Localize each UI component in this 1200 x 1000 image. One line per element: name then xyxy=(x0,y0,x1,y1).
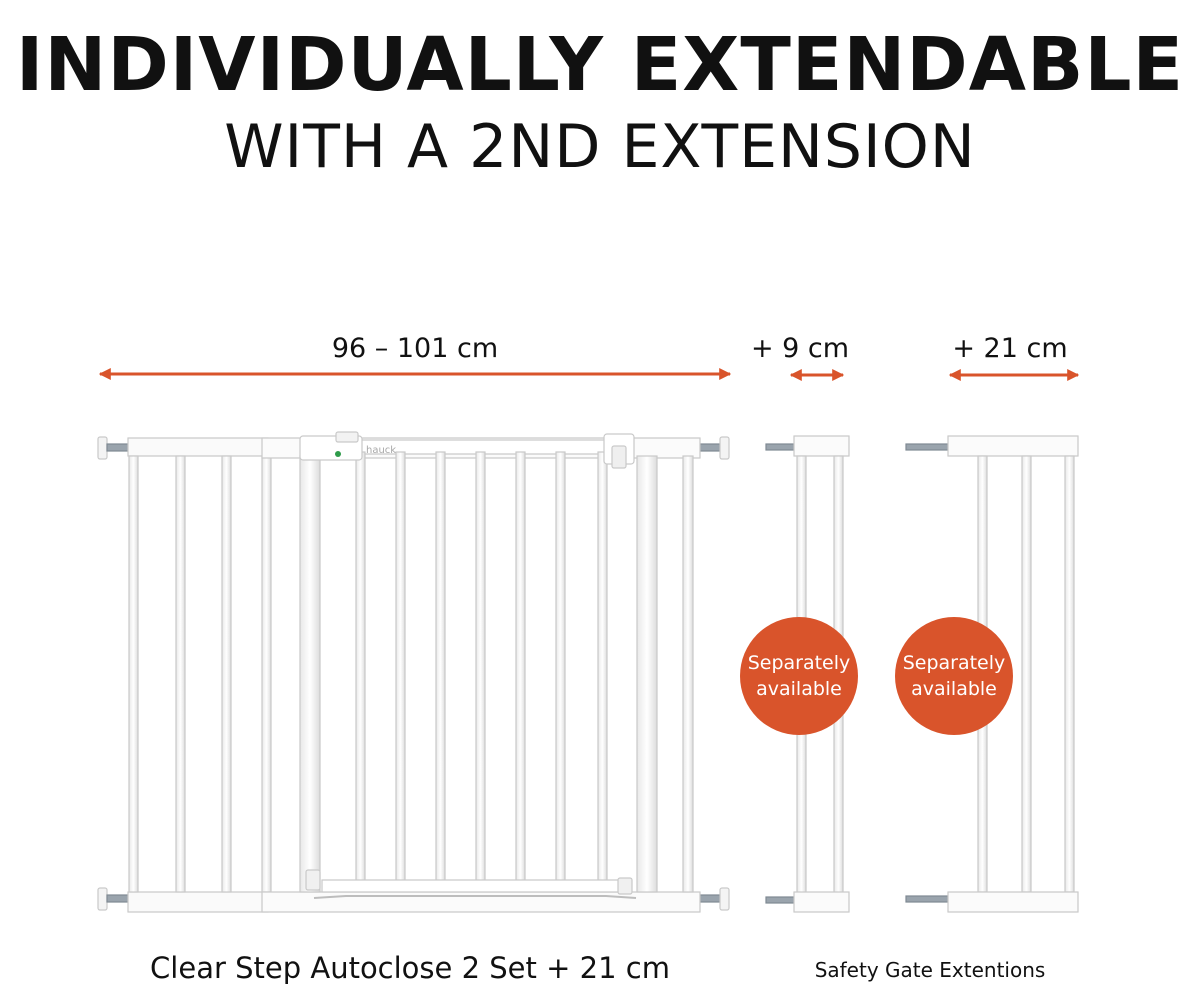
extensions-caption: Safety Gate Extentions xyxy=(814,958,1046,982)
pressure-spindle-bottom-left xyxy=(97,887,130,911)
separately-available-badge-small: Separately available xyxy=(740,617,858,735)
brand-logo: hauck xyxy=(366,445,396,456)
separately-available-badge-large: Separately available xyxy=(895,617,1013,735)
main-product-caption: Clear Step Autoclose 2 Set + 21 cm xyxy=(150,951,670,985)
pressure-spindle-top-left xyxy=(97,436,130,460)
pressure-spindle-top-right xyxy=(699,436,730,460)
headline-title: INDIVIDUALLY EXTENDABLE xyxy=(15,22,1185,108)
green-indicator-icon xyxy=(335,451,341,457)
safety-gate xyxy=(97,431,730,913)
main-gate-width-label: 96 – 101 cm xyxy=(331,333,499,364)
headline-subtitle: WITH A 2ND EXTENSION xyxy=(224,112,976,182)
extension-small-width-label: + 9 cm xyxy=(750,333,850,364)
extension-large-width-label: + 21 cm xyxy=(952,333,1068,364)
pressure-spindle-bottom-right xyxy=(699,887,730,911)
